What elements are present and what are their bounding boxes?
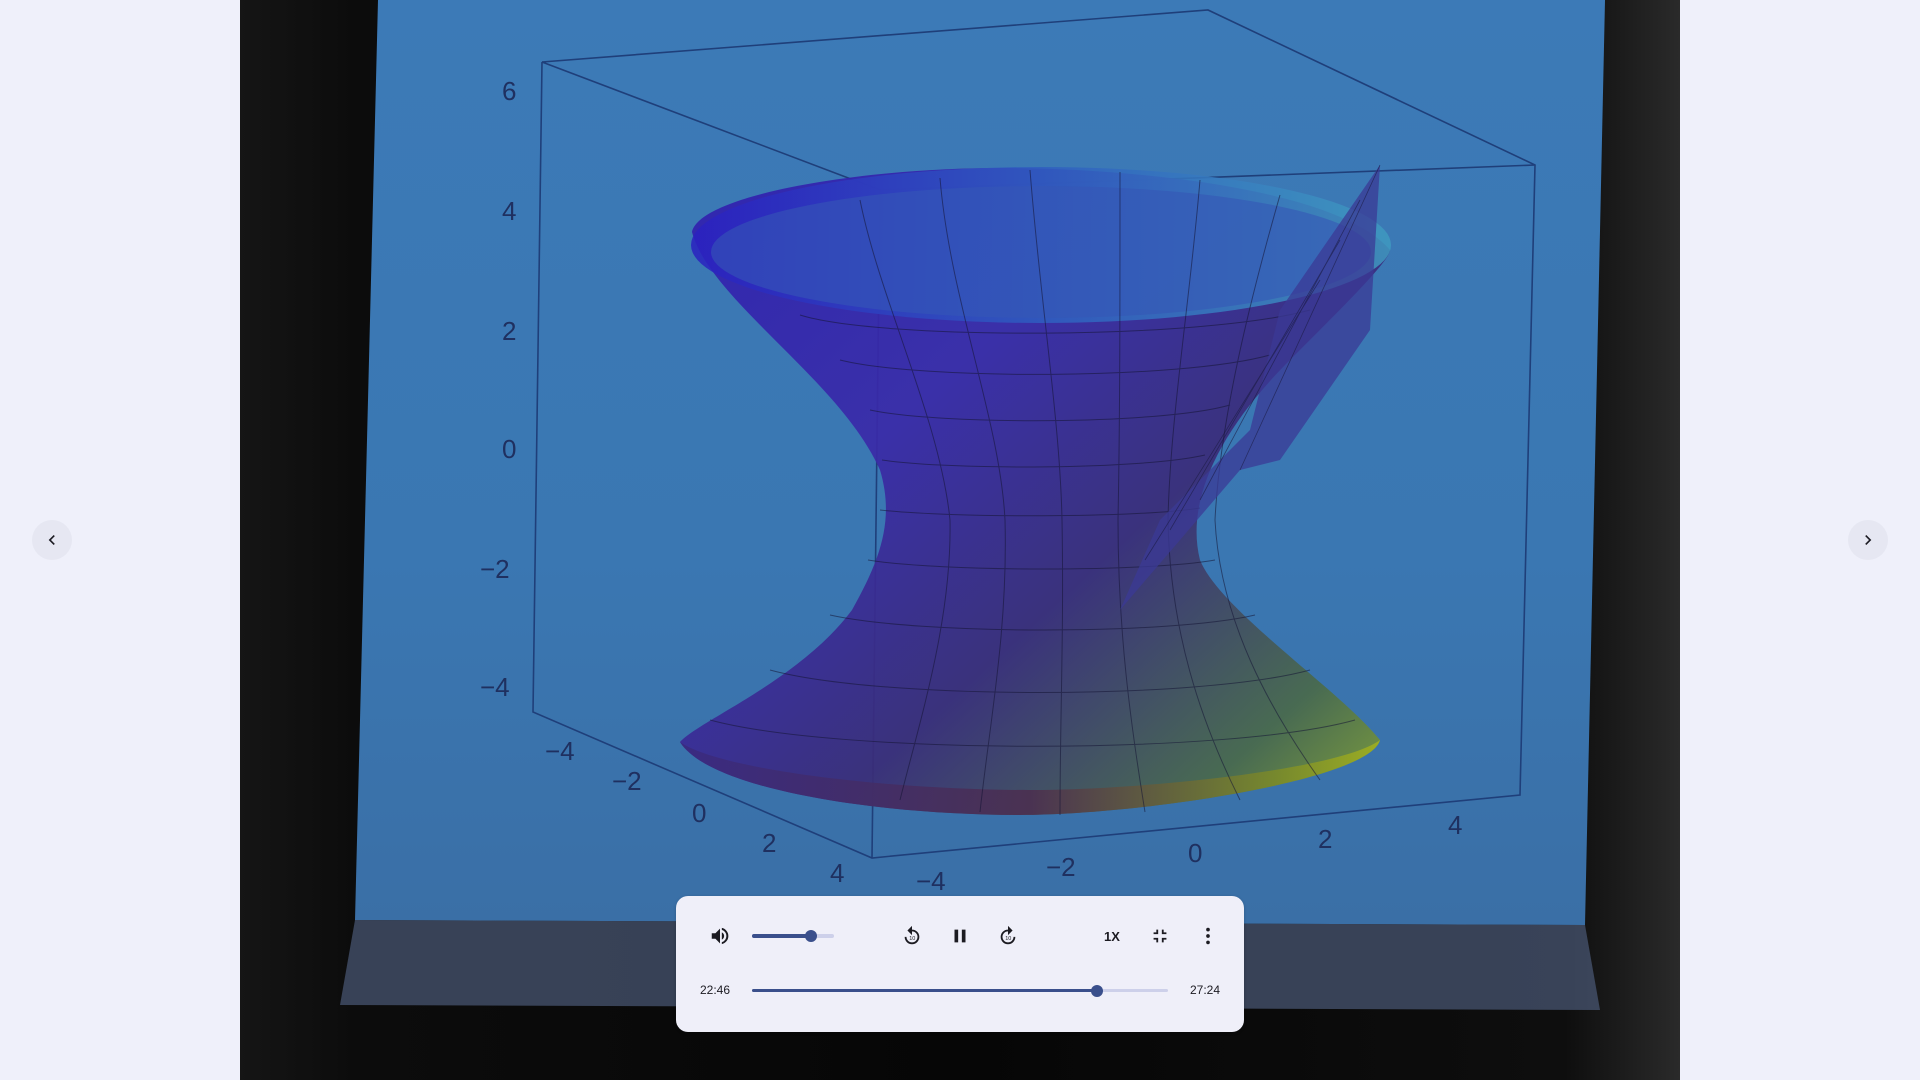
cutting-plane [1120,164,1381,610]
player-controls: 10 10 1X 22:46 27:24 [676,896,1244,1032]
x-tick-label: −4 [545,736,575,766]
chevron-right-icon [1865,535,1872,545]
x-tick-label: 4 [830,858,844,888]
z-tick-label: 4 [502,196,516,226]
y-axis: −4 −2 0 2 4 [916,810,1462,896]
x-axis: −4 −2 0 2 4 [545,736,844,888]
volume-fill [752,934,812,938]
y-tick-label: −4 [916,866,946,896]
z-axis: 6 4 2 0 −2 −4 [480,76,516,702]
more-vert-icon [1206,927,1210,945]
video-content: 6 4 2 0 −2 −4 −4 −2 0 2 4 −4 −2 0 2 4 [340,0,1605,1010]
forward-10-icon: 10 [1000,925,1016,945]
x-tick-label: 2 [762,828,776,858]
video-frame[interactable]: 6 4 2 0 −2 −4 −4 −2 0 2 4 −4 −2 0 2 4 [240,0,1680,1080]
more-options-button[interactable] [1188,916,1228,956]
svg-text:10: 10 [1005,936,1011,942]
playback-speed-button[interactable]: 1X [1104,928,1120,944]
x-tick-label: 0 [692,798,706,828]
y-tick-label: −2 [1046,852,1076,882]
chevron-left-icon [48,535,55,545]
z-tick-label: −2 [480,554,510,584]
seek-handle[interactable] [1091,985,1104,997]
z-tick-label: 0 [502,434,516,464]
x-tick-label: −2 [612,766,642,796]
next-button[interactable] [1848,520,1888,560]
rewind-10-button[interactable]: 10 [892,916,932,956]
svg-text:10: 10 [909,936,915,942]
seek-bar[interactable] [752,985,1168,997]
forward-10-button[interactable]: 10 [988,916,1028,956]
hyperboloid-surface [680,167,1391,816]
previous-button[interactable] [32,520,72,560]
y-tick-label: 4 [1448,810,1462,840]
volume-up-icon [711,927,729,945]
z-tick-label: −4 [480,672,510,702]
volume-button[interactable] [700,916,740,956]
pause-button[interactable] [940,916,980,956]
duration: 27:24 [1189,983,1220,997]
pause-icon [954,929,966,943]
z-tick-label: 2 [502,316,516,346]
current-time: 22:46 [700,983,731,997]
seek-progress [752,989,1098,992]
y-tick-label: 2 [1318,824,1332,854]
fullscreen-exit-icon [1153,929,1167,943]
volume-slider[interactable] [752,930,834,942]
z-tick-label: 6 [502,76,516,106]
exit-fullscreen-button[interactable] [1140,916,1180,956]
replay-10-icon: 10 [904,925,920,945]
volume-slider-handle[interactable] [805,930,818,942]
y-tick-label: 0 [1188,838,1202,868]
